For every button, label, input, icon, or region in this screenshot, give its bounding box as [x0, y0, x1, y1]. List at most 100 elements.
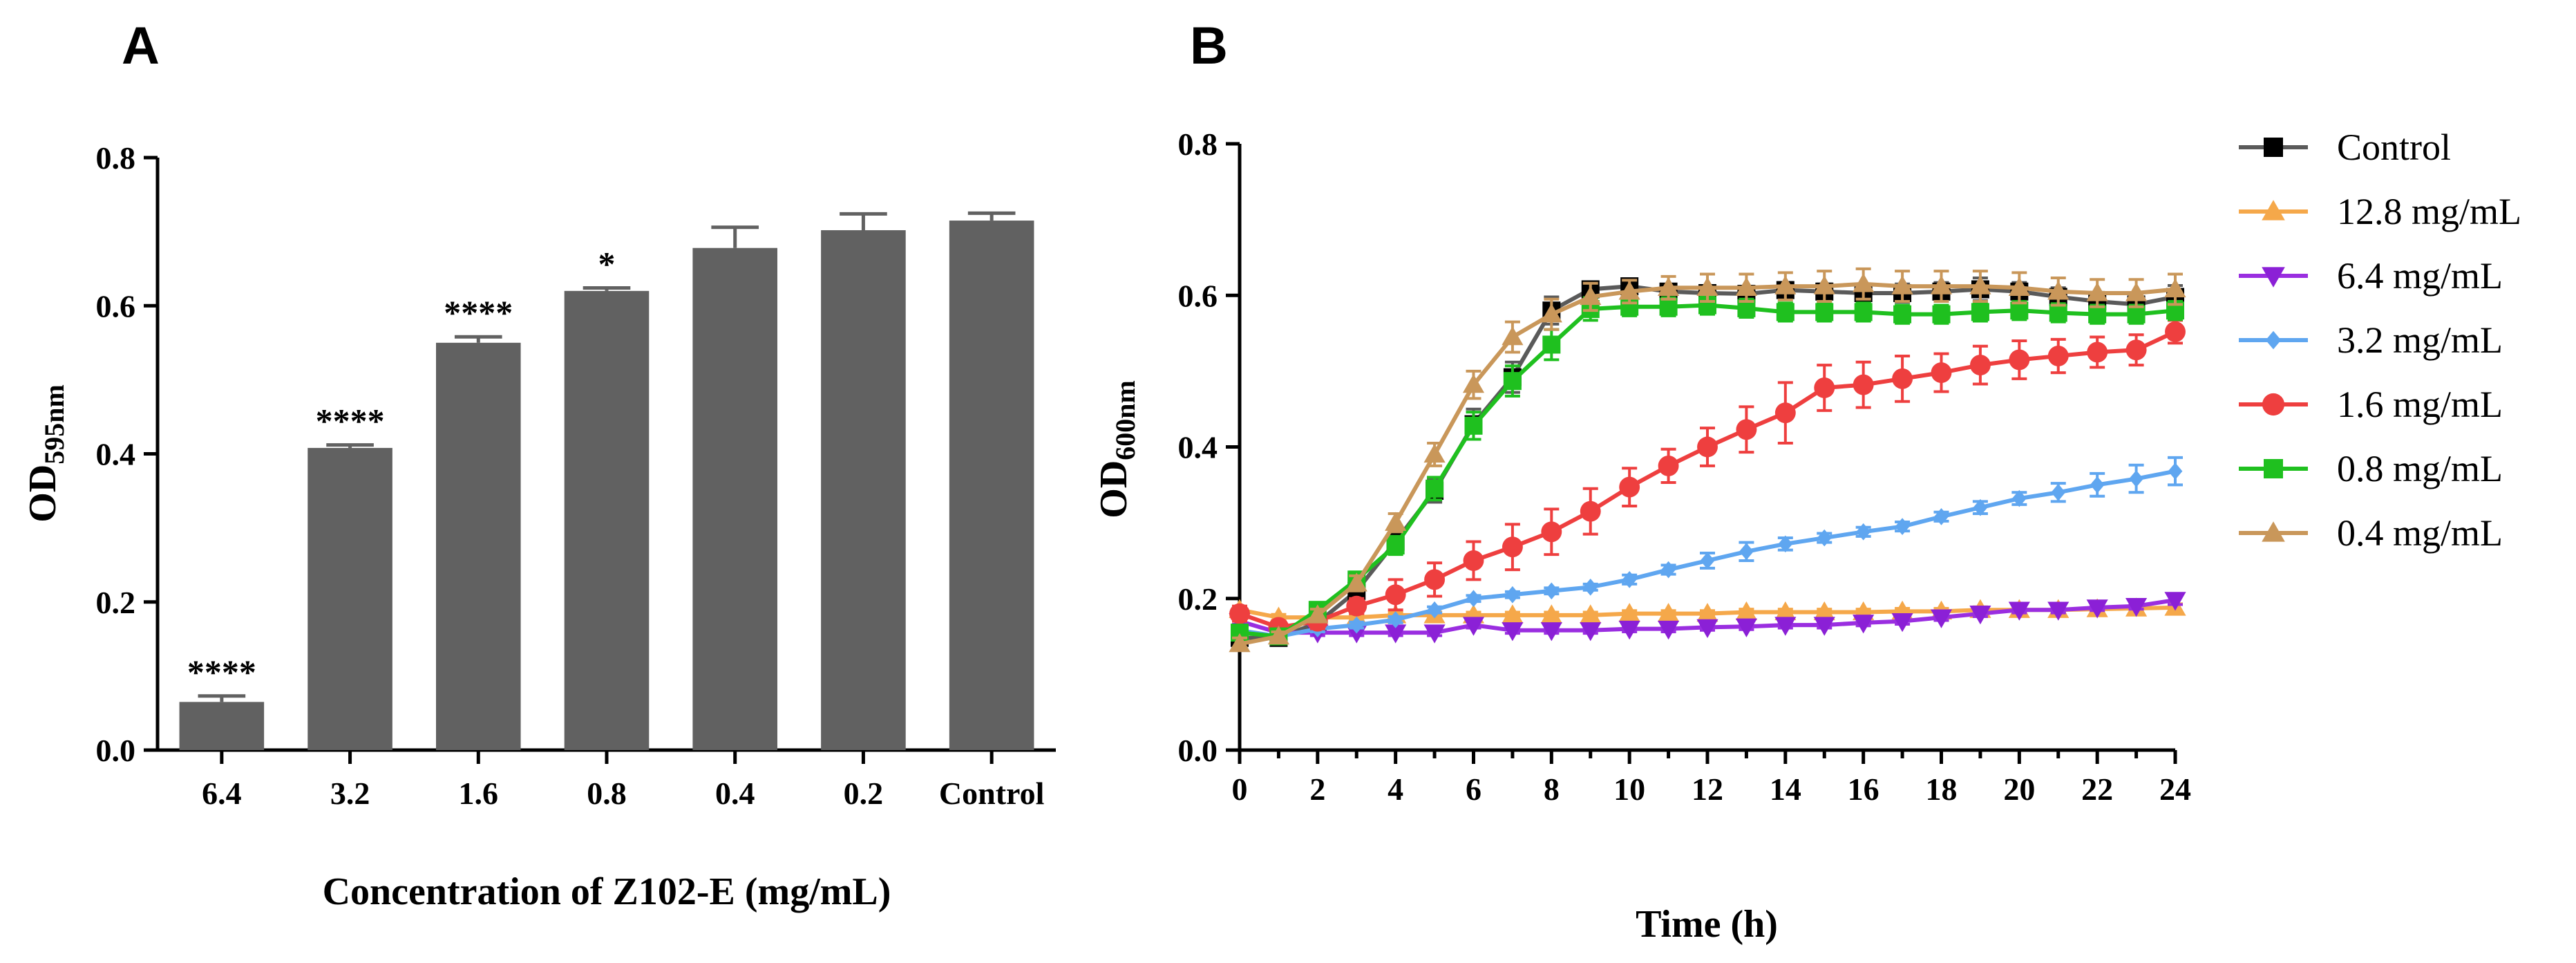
- data-point: [2011, 489, 2027, 507]
- data-point: [1930, 275, 1953, 294]
- panel-a-x-ticks: 6.4 3.2 1.6 0.8 0.4 0.2 Control: [202, 750, 1044, 811]
- legend-item: 1.6 mg/mL: [2239, 384, 2503, 425]
- data-point: [1423, 624, 1446, 644]
- data-point: [1735, 601, 1758, 621]
- data-point: [1696, 603, 1718, 622]
- panel-b-y-tick-label: 0.8: [1178, 127, 1218, 162]
- legend-item: 12.8 mg/mL: [2239, 191, 2521, 232]
- data-point: [1815, 303, 1834, 321]
- panel-a-x-tick-label: 0.8: [587, 776, 627, 811]
- panel-b-x-tick-label: 14: [1770, 772, 1801, 807]
- data-point: [1427, 601, 1442, 619]
- panel-b-y-tick-label: 0.2: [1178, 581, 1218, 617]
- legend-label: 0.8 mg/mL: [2337, 448, 2503, 489]
- panel-a-significance: ****: [316, 402, 385, 440]
- data-point: [2008, 601, 2030, 621]
- data-point: [1542, 335, 1561, 354]
- data-point: [1696, 619, 1718, 639]
- data-point: [1229, 633, 1251, 653]
- panel-b-x-tick-label: 22: [2081, 772, 2113, 807]
- series-0-8-mg-ml: [1231, 294, 2184, 646]
- data-point: [1388, 611, 1403, 628]
- data-point: [1934, 508, 1949, 525]
- data-point: [1700, 552, 1715, 570]
- data-point: [2086, 599, 2108, 619]
- panel-a-x-tick-label: 3.2: [330, 776, 370, 811]
- panel-a-plot: 0.00.20.40.60.8 ************* 6.4 3.2 1.6 0…: [96, 140, 1056, 811]
- panel-b-y-axis-title: OD600nm: [1092, 380, 1141, 518]
- panel-b-x-tick-label: 12: [1692, 772, 1723, 807]
- data-point: [1462, 617, 1485, 636]
- data-point: [1583, 578, 1598, 596]
- legend-marker: [2262, 521, 2285, 542]
- data-point: [2087, 342, 2108, 363]
- data-point: [1853, 615, 1875, 634]
- legend-label: Control: [2337, 127, 2451, 168]
- data-point: [2165, 321, 2186, 342]
- panel-a-bar: [949, 221, 1034, 750]
- data-point: [1657, 620, 1680, 640]
- data-point: [1540, 604, 1562, 624]
- series-line: [1239, 330, 2177, 630]
- panel-a-bar: [179, 702, 265, 750]
- data-point: [1502, 536, 1523, 558]
- legend-label: 0.4 mg/mL: [2337, 512, 2503, 554]
- panel-a-y-ticks: 0.0 0.2 0.4 0.6 0.8: [96, 140, 158, 768]
- data-point: [2168, 462, 2183, 480]
- panel-b-series: [1229, 267, 2186, 653]
- data-point: [1813, 601, 1835, 621]
- data-point: [1893, 305, 1912, 324]
- panel-a-bar: [436, 342, 521, 750]
- series-0-4-mg-ml: [1229, 267, 2186, 653]
- series-1-6-mg-ml: [1229, 319, 2186, 638]
- panel-b-x-tick-label: 18: [1926, 772, 1958, 807]
- panel-a-x-tick-label: Control: [939, 776, 1045, 811]
- panel-a-y-axis-title: OD595nm: [21, 384, 70, 523]
- panel-b-x-tick-label: 8: [1544, 772, 1560, 807]
- panel-b-x-tick-label: 2: [1309, 772, 1325, 807]
- data-point: [1229, 603, 1250, 624]
- legend-item: 0.4 mg/mL: [2239, 512, 2503, 554]
- legend-label: 6.4 mg/mL: [2337, 255, 2503, 297]
- panel-b-x-tick-label: 0: [1232, 772, 1248, 807]
- data-point: [2164, 278, 2186, 298]
- data-point: [1426, 479, 1444, 498]
- data-point: [1891, 275, 1913, 294]
- data-point: [1813, 617, 1835, 636]
- series-line: [1239, 303, 2176, 639]
- data-point: [2086, 282, 2108, 301]
- data-point: [1856, 523, 1871, 541]
- data-point: [1502, 622, 1524, 642]
- panel-a-bars: *************: [179, 211, 1034, 750]
- panel-a-x-tick-label: 1.6: [459, 776, 499, 811]
- panel-a-y-title-sub: 595nm: [39, 384, 70, 465]
- panel-a-x-tick-label: 0.2: [844, 776, 884, 811]
- panel-b-label: B: [1190, 17, 1228, 75]
- data-point: [1466, 590, 1481, 608]
- data-point: [1580, 286, 1602, 306]
- data-point: [1891, 613, 1913, 633]
- data-point: [1658, 455, 1679, 476]
- data-point: [2164, 592, 2186, 611]
- data-point: [1462, 374, 1485, 393]
- data-point: [1540, 303, 1562, 323]
- panel-a-significance: ****: [444, 293, 513, 332]
- data-point: [2049, 303, 2067, 322]
- panel-a-significance: *: [598, 245, 616, 283]
- legend-marker: [2264, 459, 2283, 478]
- panel-b-x-tick-label: 24: [2159, 772, 2191, 807]
- data-point: [1657, 603, 1680, 622]
- data-point: [1813, 275, 1835, 294]
- data-point: [2125, 282, 2148, 301]
- panel-a-y-tick-label: 0.2: [96, 585, 136, 620]
- data-point: [1735, 618, 1758, 637]
- legend-label: 12.8 mg/mL: [2337, 191, 2521, 232]
- legend-marker: [2265, 330, 2282, 350]
- data-point: [2088, 305, 2107, 324]
- panel-a-y-tick-label: 0.0: [96, 733, 136, 768]
- data-point: [1774, 617, 1797, 636]
- data-point: [1736, 419, 1757, 440]
- panel-a-label: A: [122, 17, 160, 75]
- panel-b-x-tick-label: 20: [2003, 772, 2035, 807]
- panel-b-y-tick-label: 0.0: [1178, 733, 1218, 768]
